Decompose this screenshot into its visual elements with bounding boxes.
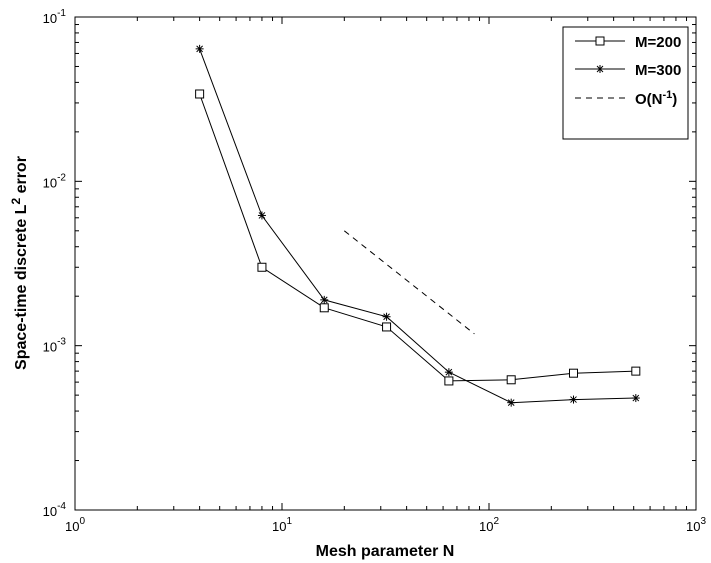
series-line-1 <box>199 48 636 404</box>
legend-box <box>562 26 689 140</box>
legend-label-m200: M=200 <box>635 34 681 51</box>
data-point-0 <box>382 322 392 332</box>
legend-marker <box>596 65 604 73</box>
legend-symbol-m300 <box>575 65 625 73</box>
data-point-0 <box>631 366 641 376</box>
y-tick-label: 10-4 <box>43 501 67 519</box>
legend-marker <box>595 36 605 46</box>
legend-symbol-m200 <box>575 36 625 46</box>
y-tick-label: 10-1 <box>43 8 67 26</box>
data-point-1 <box>631 394 640 403</box>
data-point-0 <box>569 368 579 378</box>
y-axis-title: Space-time discrete L2 error <box>9 156 30 370</box>
axis-ticks <box>74 16 697 511</box>
legend-label-m300: M=300 <box>635 62 681 79</box>
y-tick-label: 10-2 <box>43 172 67 190</box>
data-point-1 <box>507 398 516 407</box>
series-layer <box>195 44 641 407</box>
tick-labels: 100 101 102 103 10-4 10-3 10-2 10-1 <box>43 8 707 534</box>
x-axis-title: Mesh parameter N <box>316 543 455 560</box>
data-point-0 <box>506 375 516 385</box>
data-point-0 <box>319 303 329 313</box>
data-point-1 <box>257 211 266 220</box>
series-line-2 <box>343 230 475 335</box>
data-point-1 <box>382 312 391 321</box>
data-point-1 <box>195 44 204 53</box>
data-point-0 <box>195 89 205 99</box>
data-point-1 <box>444 368 453 377</box>
legend-label-order: O(N-1) <box>635 89 677 108</box>
x-tick-label: 102 <box>479 516 499 534</box>
data-point-1 <box>569 395 578 404</box>
x-tick-label: 100 <box>65 516 85 534</box>
data-point-1 <box>320 295 329 304</box>
x-tick-label: 101 <box>272 516 292 534</box>
x-tick-label: 103 <box>686 516 706 534</box>
y-tick-label: 10-3 <box>43 337 67 355</box>
data-point-0 <box>257 262 267 272</box>
legend: M=200 M=300 O(N-1) <box>562 26 689 140</box>
data-point-0 <box>444 376 454 386</box>
series-line-0 <box>199 93 636 382</box>
